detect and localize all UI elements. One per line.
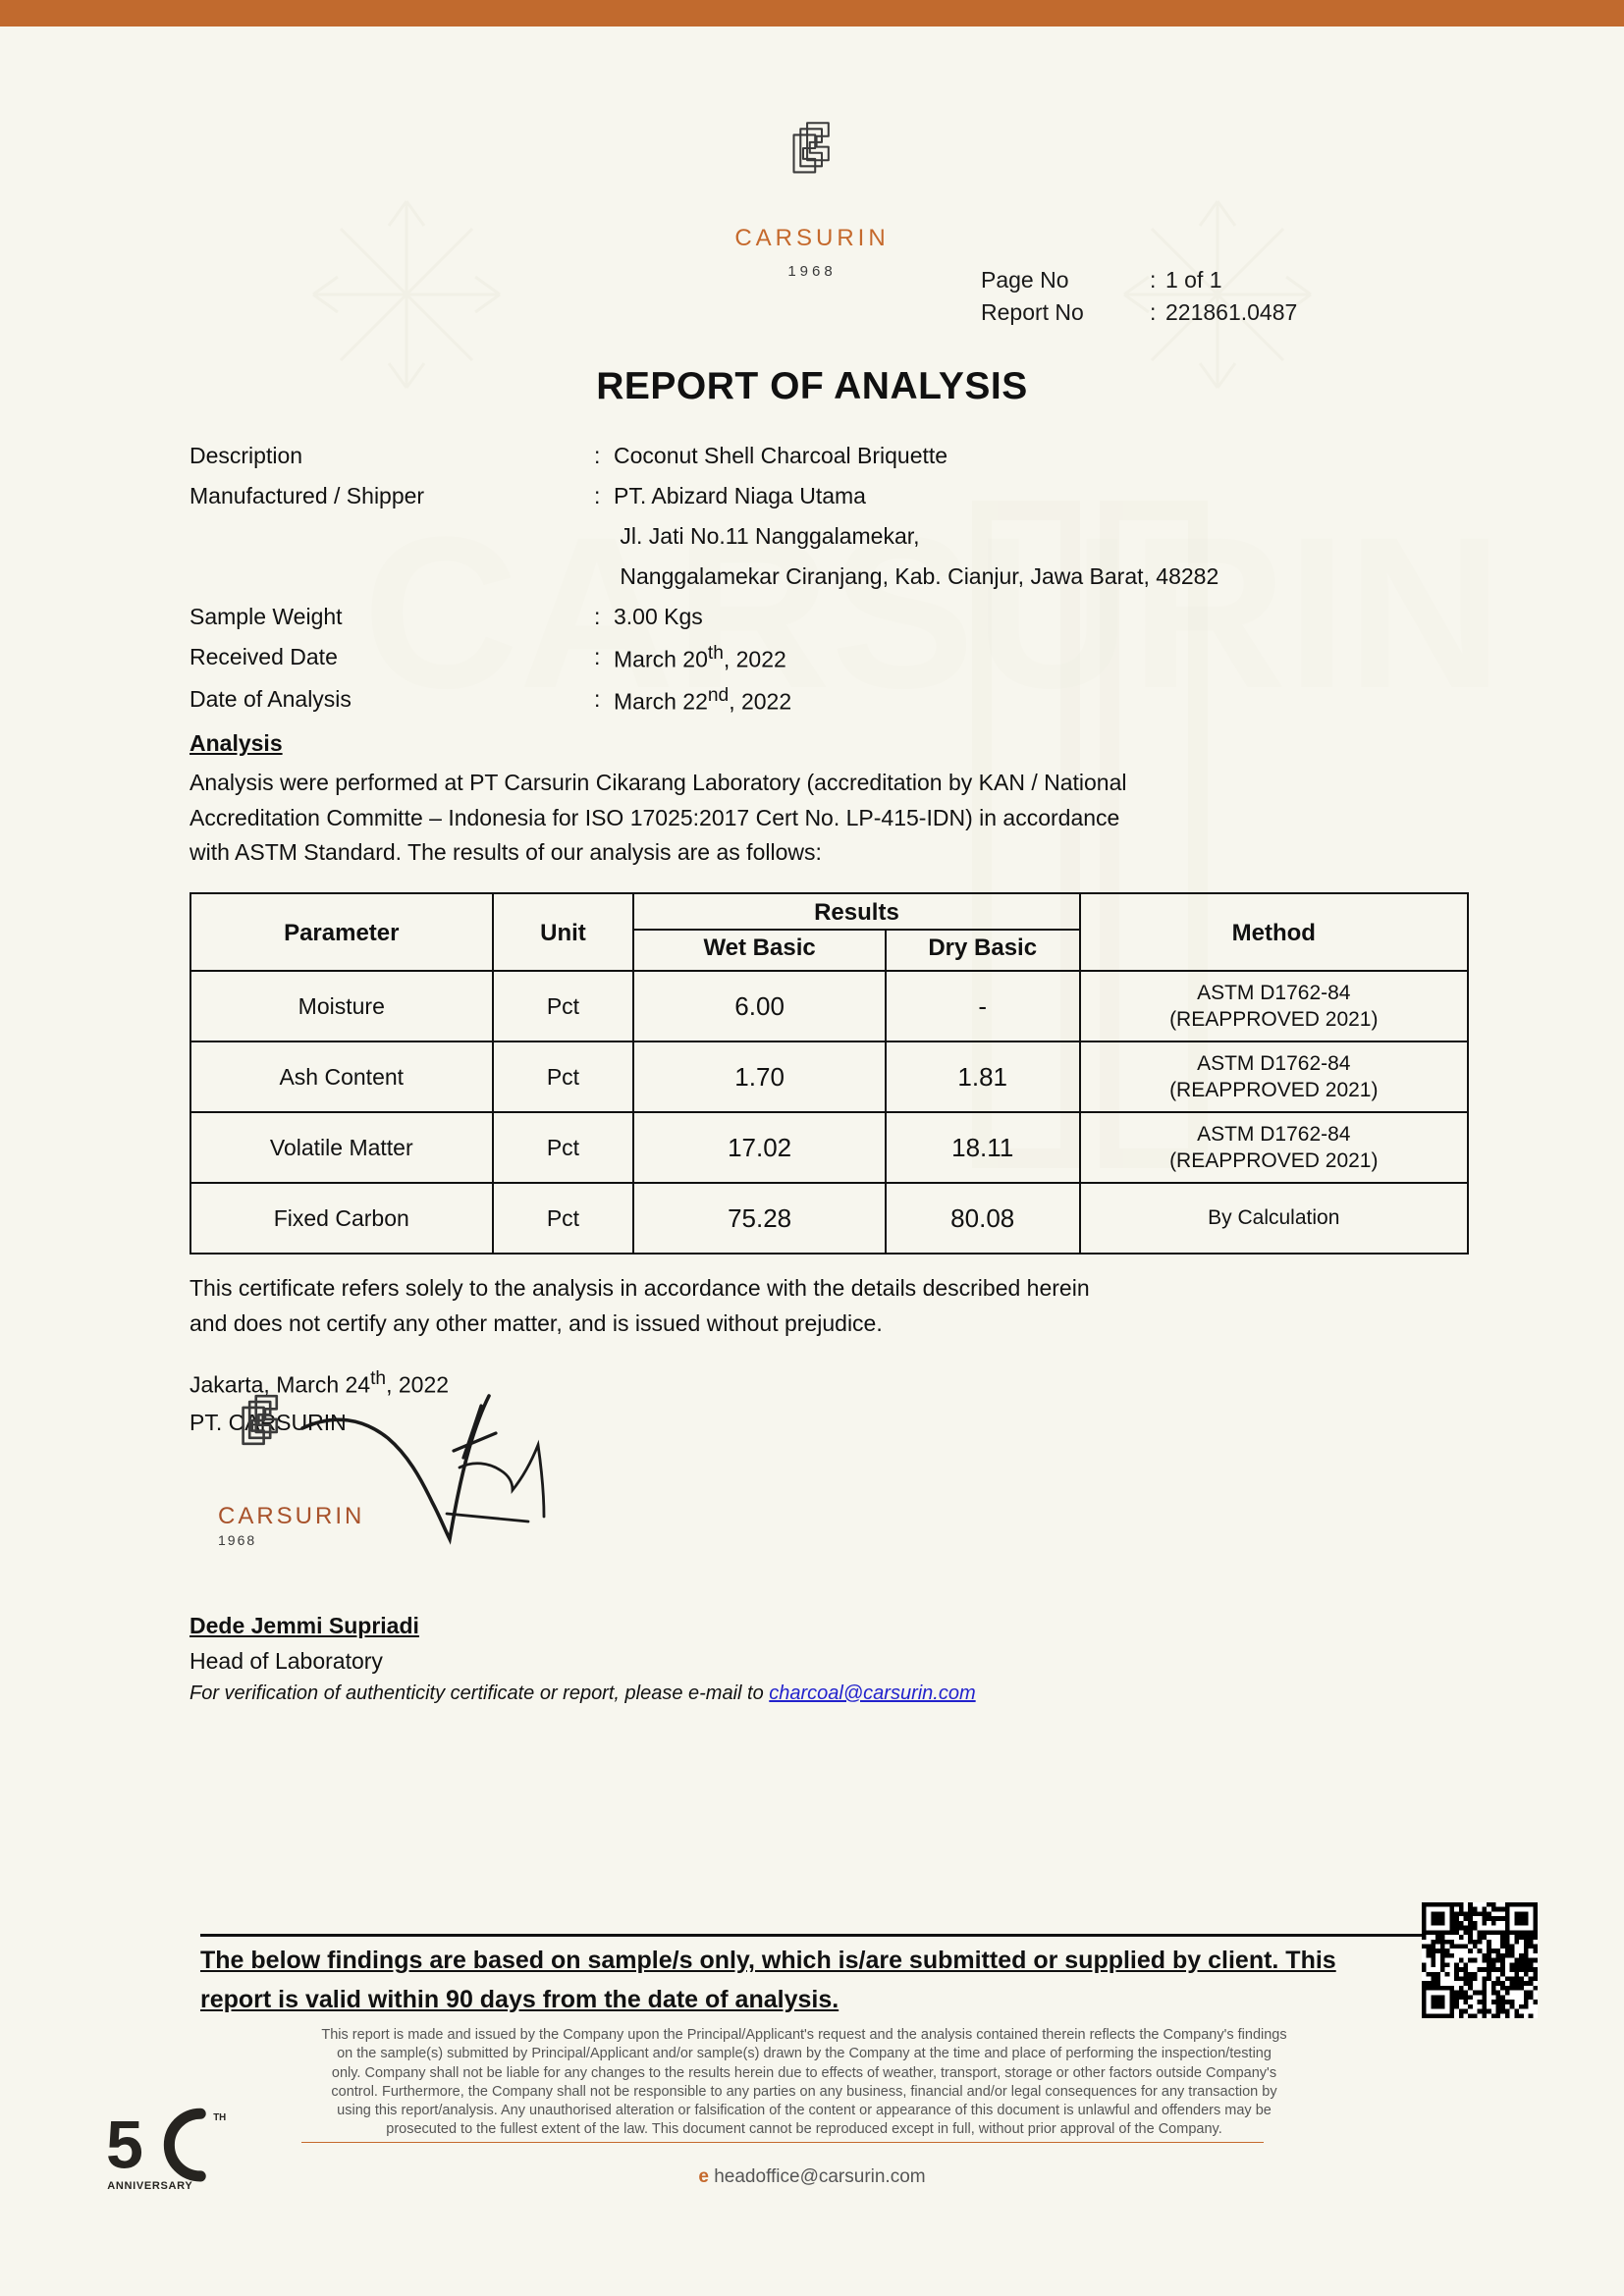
svg-text:TH: TH [213,2112,226,2123]
svg-text:5: 5 [106,2109,143,2183]
svg-text:ANNIVERSARY: ANNIVERSARY [107,2180,192,2192]
